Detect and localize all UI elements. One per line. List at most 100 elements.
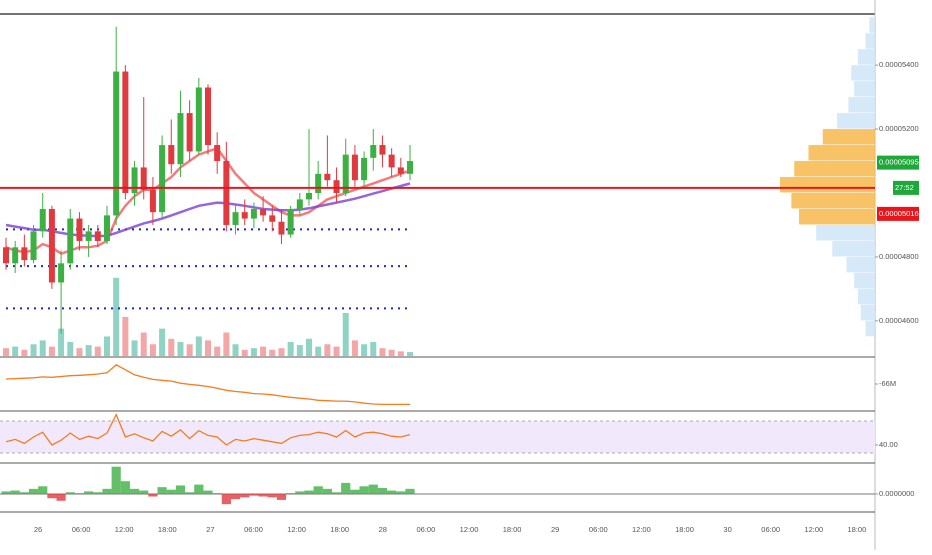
volume-bar [113, 277, 120, 356]
candle-body [296, 199, 303, 209]
volume-bar [149, 344, 156, 356]
candle-body [67, 218, 74, 264]
volume-bar [232, 344, 239, 356]
volume-profile-row [822, 129, 875, 145]
candle-body [48, 208, 55, 283]
histogram-bar [185, 492, 195, 494]
volume-bar [260, 346, 267, 356]
histogram-bar [212, 493, 222, 494]
candle-body [131, 167, 138, 193]
volume-profile-row [791, 192, 875, 209]
x-tick-label: 12:00 [804, 525, 823, 534]
candle-body [140, 167, 147, 190]
volume-profile-row [865, 320, 875, 337]
histogram-bar [350, 489, 360, 494]
x-tick-label: 18:00 [503, 525, 522, 534]
histogram-bar [322, 488, 332, 494]
histogram-bar [1, 491, 11, 494]
candle-body [122, 71, 129, 193]
volume-bar [241, 349, 248, 356]
histogram-bar [148, 493, 158, 497]
histogram-bar [175, 485, 186, 494]
volume-profile-row [780, 177, 875, 193]
x-tick-label: 06:00 [417, 525, 436, 534]
volume-profile-row [851, 65, 875, 81]
histogram-bar [102, 488, 112, 494]
volume-bar [333, 346, 340, 356]
y-tick-label: 0.00005400 [879, 60, 919, 69]
histogram-bar [166, 489, 176, 494]
candle-body [407, 161, 413, 174]
histogram-bar [65, 492, 75, 494]
volume-profile-row [816, 224, 875, 241]
x-tick-label: 29 [551, 525, 559, 534]
histogram-bar [249, 493, 259, 496]
histogram-bar [295, 491, 305, 494]
histogram-bar [258, 493, 268, 497]
candle-body [342, 154, 349, 193]
x-tick-label: 18:00 [158, 525, 177, 534]
indicator-line [5, 364, 410, 406]
volume-bar [104, 336, 110, 356]
histogram-bar [230, 493, 241, 500]
candle-body [269, 215, 276, 222]
candle-body [39, 208, 46, 232]
countdown-badge [893, 180, 919, 195]
volume-bar [140, 332, 147, 356]
histogram-bar [194, 484, 204, 494]
candle-body [214, 145, 221, 162]
volume-bar [48, 346, 55, 356]
histogram-bar [111, 466, 121, 494]
volume-bar [168, 338, 175, 356]
volume-bar [351, 340, 358, 356]
histogram-bar [84, 491, 94, 494]
histogram-bar [396, 491, 406, 494]
histogram-bar [368, 484, 378, 494]
volume-bar [296, 345, 303, 356]
volume-bar [30, 344, 37, 356]
histogram-bar [93, 492, 103, 494]
volume-bar [306, 338, 312, 356]
volume-bar [361, 344, 368, 356]
candle-body [104, 215, 110, 241]
candle-body [159, 145, 166, 213]
histogram-bar [47, 493, 57, 499]
candle-body [351, 154, 358, 181]
volume-bar [12, 346, 19, 356]
histogram-bar [405, 488, 415, 494]
volume-profile-row [837, 113, 875, 129]
volume-profile-row [832, 240, 875, 257]
volume-bar [397, 351, 404, 356]
volume-profile-row [857, 288, 875, 305]
histogram-bar [341, 482, 351, 494]
x-tick-label: 18:00 [330, 525, 349, 534]
candle-body [177, 113, 184, 165]
candle-body [3, 247, 9, 264]
volume-bar [287, 341, 294, 356]
histogram-bar [74, 493, 85, 494]
volume-bar [278, 348, 285, 356]
x-tick-label: 06:00 [589, 525, 608, 534]
x-tick-label: 27 [206, 525, 214, 534]
x-tick-label: 18:00 [675, 525, 694, 534]
histogram-bar [120, 481, 130, 494]
last-price-badge-label: 0.00005095 [879, 158, 919, 167]
candle-body [260, 208, 267, 216]
volume-bar [85, 345, 92, 356]
candle-body [379, 145, 386, 155]
x-tick-label: 06:00 [244, 525, 263, 534]
candle-body [186, 113, 193, 152]
candle-body [12, 247, 19, 264]
candle-body [58, 263, 65, 283]
volume-bar [159, 328, 166, 356]
volume-bar [223, 332, 230, 356]
candle-body [278, 221, 285, 235]
volume-bar [177, 341, 184, 356]
y-tick-label: 0.00004800 [879, 252, 919, 261]
volume-profile-row [857, 49, 875, 65]
x-tick-label: 06:00 [72, 525, 91, 534]
volume-bar [250, 348, 257, 356]
volume-bar [195, 336, 202, 356]
